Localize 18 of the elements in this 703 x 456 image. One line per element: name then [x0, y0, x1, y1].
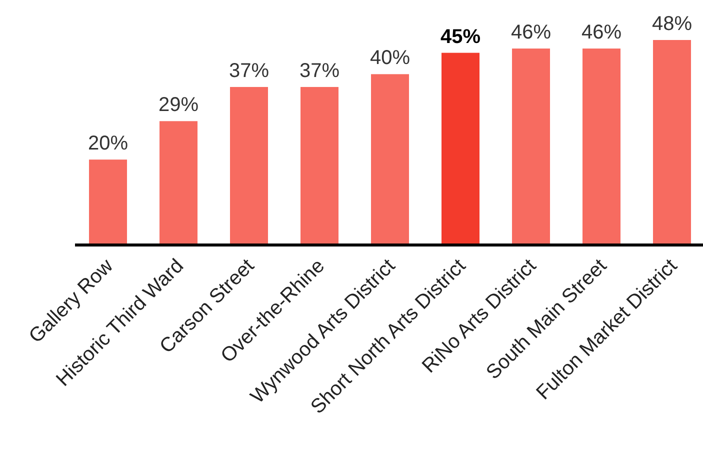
- data-label: 40%: [370, 47, 410, 70]
- data-label: 29%: [158, 94, 199, 116]
- data-label: 37%: [228, 60, 270, 82]
- bar: [512, 48, 550, 245]
- data-label: 46%: [510, 22, 552, 44]
- bar: [442, 52, 480, 245]
- data-label: 37%: [299, 60, 340, 82]
- bar: [89, 160, 127, 245]
- data-label: 46%: [581, 22, 622, 44]
- bar: [582, 48, 620, 245]
- data-label: 45%: [440, 26, 481, 48]
- bar: [653, 40, 691, 245]
- bar: [371, 74, 409, 245]
- data-label: 48%: [652, 13, 692, 35]
- data-label: 20%: [88, 132, 128, 155]
- bar: [300, 86, 338, 245]
- bar: [160, 121, 198, 245]
- bar: [230, 86, 268, 245]
